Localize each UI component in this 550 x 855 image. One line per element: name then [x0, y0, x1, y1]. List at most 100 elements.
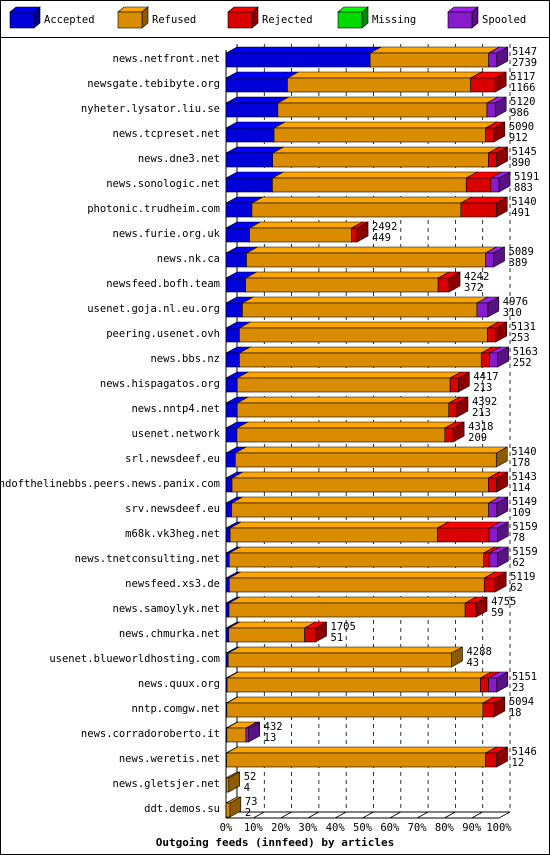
x-tick-label: 70%: [408, 822, 428, 834]
accepted-label: 114: [512, 482, 531, 494]
bar-segment: [369, 46, 500, 68]
offered-label: 5149: [512, 496, 537, 508]
category-label: usenet.network: [131, 428, 220, 440]
offered-label: 5089: [509, 246, 534, 258]
bar-segment: [488, 671, 509, 693]
bar-front: [246, 252, 486, 268]
bar-segment: [464, 596, 488, 618]
offered-label: 73: [245, 796, 258, 808]
bar-front: [225, 77, 288, 93]
category-label: nyheter.lysator.liu.se: [81, 103, 220, 115]
offered-label: 5191: [514, 171, 539, 183]
bar-front: [287, 77, 471, 93]
bar-front: [272, 152, 489, 168]
bar-front: [485, 752, 497, 768]
accepted-label: 1166: [510, 82, 535, 94]
bar-front: [225, 277, 246, 293]
accepted-label: 12: [512, 757, 525, 769]
bar-segment: [437, 271, 461, 293]
offered-label: 5117: [510, 71, 535, 83]
bar-front: [480, 677, 489, 693]
bar-segment: [231, 471, 500, 493]
bar-front: [225, 777, 230, 793]
bar-front: [437, 277, 450, 293]
bar-front: [236, 427, 446, 443]
category-label: news.nntp4.net: [131, 403, 220, 415]
bar-top: [228, 596, 477, 604]
bar-front: [225, 477, 233, 493]
x-tick: [471, 811, 483, 819]
bar-front: [225, 327, 240, 343]
bar-front: [225, 402, 238, 418]
bar-top: [229, 571, 496, 579]
legend-swatch: [227, 11, 253, 29]
bar-front: [242, 302, 478, 318]
x-tick: [416, 811, 429, 819]
offered-label: 4755: [491, 596, 516, 608]
bar-front: [489, 352, 498, 368]
bar-segment: [486, 96, 507, 118]
bar-top: [245, 271, 450, 279]
x-tick-label: 40%: [326, 822, 346, 834]
category-label: news.tcpreset.net: [113, 128, 220, 140]
x-tick-label: 10%: [244, 822, 264, 834]
accepted-label: 986: [510, 107, 529, 119]
offered-label: 4242: [464, 271, 489, 283]
bar-front: [225, 102, 279, 118]
offered-label: 5119: [510, 571, 535, 583]
bar-front: [225, 377, 238, 393]
bar-front: [225, 177, 273, 193]
bar-segment: [489, 346, 509, 368]
category-label: usenet.blueworldhosting.com: [49, 653, 220, 665]
bar-top: [236, 421, 457, 429]
bar-segment: [488, 471, 508, 493]
accepted-label: 252: [513, 357, 532, 369]
offered-label: 4288: [466, 646, 491, 658]
bar-segment: [242, 296, 489, 318]
x-tick: [280, 811, 292, 819]
category-label: endofthelinebbs.peers.news.panix.com: [0, 478, 220, 490]
bar-front: [486, 102, 496, 118]
bar-front: [228, 627, 305, 643]
bar-front: [437, 527, 490, 543]
bar-segment: [236, 421, 457, 443]
offered-label: 5140: [511, 196, 536, 208]
x-tick-label: 30%: [298, 822, 318, 834]
bar-segment: [483, 571, 507, 593]
category-label: news.chmurka.net: [119, 628, 220, 640]
bar-front: [351, 227, 358, 243]
bar-top: [370, 46, 500, 54]
bar-segment: [239, 346, 493, 368]
x-tick: [335, 811, 347, 819]
offered-label: 5090: [509, 121, 534, 133]
bar-front: [225, 577, 230, 593]
x-tick-label: 80%: [435, 822, 455, 834]
category-label: news.weretis.net: [119, 753, 220, 765]
accepted-label: 310: [503, 307, 522, 319]
bar-segment: [272, 146, 500, 168]
bar-front: [480, 352, 490, 368]
bar-top: [272, 171, 478, 179]
accepted-label: 253: [511, 332, 530, 344]
bar-segment: [287, 71, 482, 93]
bar-front: [483, 577, 496, 593]
bar-segment: [251, 196, 473, 218]
offered-label: 52: [244, 771, 257, 783]
x-tick: [498, 811, 511, 819]
bar-segment: [227, 646, 463, 668]
offered-label: 4976: [503, 296, 528, 308]
offered-label: 5159: [512, 521, 537, 533]
bar-front: [225, 452, 236, 468]
category-label: ddt.demos.su: [144, 803, 220, 815]
accepted-label: 209: [468, 432, 487, 444]
bar-front: [476, 302, 489, 318]
category-label: news.quux.org: [138, 678, 220, 690]
accepted-label: 213: [473, 382, 492, 394]
category-label: nntp.comgw.net: [131, 703, 220, 715]
bar-front: [465, 177, 492, 193]
bar-front: [488, 552, 498, 568]
accepted-label: 4: [244, 782, 250, 794]
x-tick-label: 20%: [271, 822, 291, 834]
bar-front: [228, 552, 485, 568]
